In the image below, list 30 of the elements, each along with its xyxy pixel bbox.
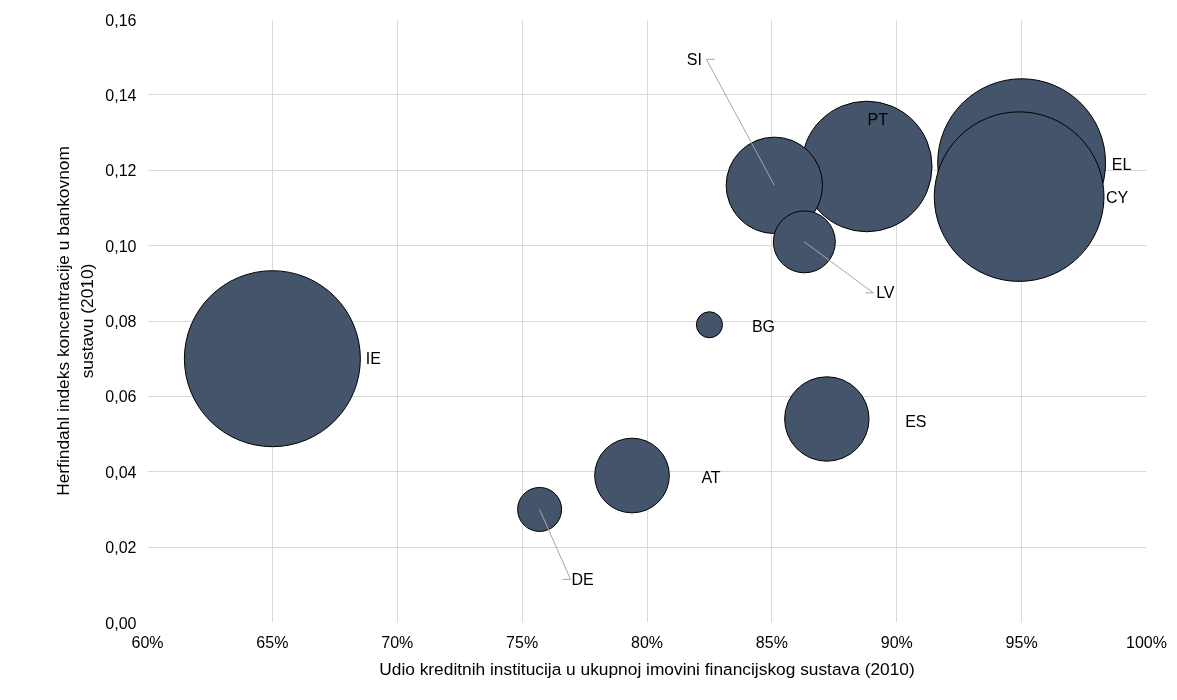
- text: DE: [571, 570, 594, 588]
- series-label: BG: [751, 318, 775, 336]
- x-tick-label: 90%: [880, 633, 913, 651]
- y-tick-label: 0,16: [105, 11, 137, 29]
- x-tick-label: 60%: [131, 633, 164, 651]
- y-tick-label: 0,02: [105, 539, 137, 557]
- x-tick-label: 65%: [256, 633, 289, 651]
- x-tick-label: 85%: [755, 633, 788, 651]
- y-tick-label: 0,10: [105, 237, 137, 255]
- series-label: PT: [867, 110, 889, 128]
- x-tick-label: 70%: [381, 633, 414, 651]
- x-tick-label: 95%: [1005, 633, 1038, 651]
- x-tick-label: 75%: [506, 633, 539, 651]
- y-axis-title: Herfindahl indeks koncentracije u bankovnom sustavu (2010): [53, 146, 98, 496]
- text: AT: [701, 469, 721, 487]
- x-tick-label: 100%: [1126, 633, 1167, 651]
- y-tick-label: 0,14: [105, 86, 137, 104]
- text: ES: [905, 413, 927, 431]
- text: SI: [686, 50, 702, 68]
- y-tick-label: 0,04: [105, 463, 137, 481]
- y-tick-label: 0,08: [105, 313, 137, 330]
- text: LV: [876, 284, 895, 302]
- x-axis-title: Udio kreditnih institucija u ukupnoj imovini financijskog sustava (2010): [379, 658, 915, 679]
- series-label: EL: [1111, 156, 1132, 174]
- y-tick-label: 0,12: [105, 162, 137, 180]
- x-tick-label: 80%: [630, 633, 664, 651]
- y-tick-label: 0,06: [105, 388, 137, 406]
- y-tick-label: 0,00: [105, 614, 137, 632]
- series-label: IE: [365, 350, 381, 368]
- series-label: CY: [1106, 189, 1129, 207]
